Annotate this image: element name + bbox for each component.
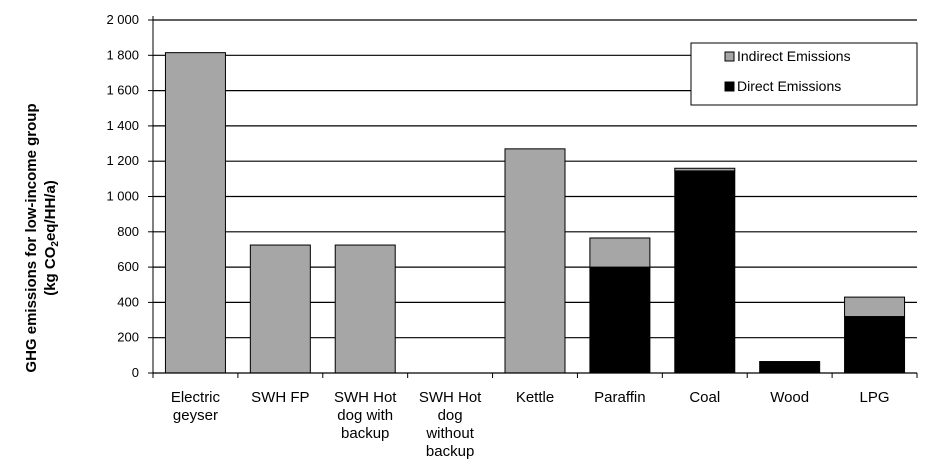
legend-label: Indirect Emissions: [737, 48, 851, 64]
legend-swatch: [724, 51, 735, 62]
axes: [152, 16, 918, 378]
bar-indirect-emissions: [504, 148, 566, 374]
y-tick-labels: 0 200 400 600 800 1 000 1 200 1 400 1 600 1 800 2 …: [106, 12, 153, 380]
y-tick-label: 600: [117, 259, 139, 274]
x-category-label: SWH FP: [251, 389, 309, 406]
legend: Indirect Emissions Direct Emissions: [690, 42, 918, 106]
legend-swatch: [724, 81, 735, 92]
y-axis-label-line2: (kg CO2eq/HH/a): [42, 180, 61, 296]
x-category-label: Electric geyser: [171, 389, 221, 424]
x-category-label: Coal: [689, 389, 720, 406]
y-tick-label: 1 000: [106, 189, 139, 204]
bar-direct-emissions: [674, 170, 736, 374]
bar-direct-emissions: [844, 316, 906, 374]
x-category-label: LPG: [860, 389, 890, 406]
y-tick-label: 1 800: [106, 47, 139, 62]
bar-indirect-emissions: [164, 52, 226, 374]
bar-direct-emissions: [589, 266, 651, 374]
bar-indirect-emissions: [334, 244, 396, 374]
bar-indirect-emissions: [674, 167, 736, 172]
bar-indirect-emissions: [844, 296, 906, 318]
y-tick-label: 2 000: [106, 12, 139, 27]
x-category-label: SWH Hot dog without backup: [419, 389, 482, 460]
y-axis-label-unit-suffix: eq/HH/a): [42, 180, 59, 241]
bar-indirect-emissions: [249, 244, 311, 374]
y-tick-label: 1 400: [106, 118, 139, 133]
x-category-label: SWH Hot dog with backup: [334, 389, 397, 442]
y-tick-label: 400: [117, 294, 139, 309]
y-tick-label: 0: [132, 365, 139, 380]
x-category-label: Kettle: [516, 389, 554, 406]
x-category-labels: Electric geyser SWH FP SWH Hot dog with backu…: [171, 389, 890, 460]
y-axis-label-line1: GHG emissions for low-income group: [23, 103, 40, 372]
x-category-label: Wood: [770, 389, 809, 406]
x-category-label: Paraffin: [594, 389, 645, 406]
y-tick-label: 1 200: [106, 153, 139, 168]
y-tick-label: 800: [117, 224, 139, 239]
y-tick-label: 200: [117, 330, 139, 345]
y-axis-label-unit-prefix: (kg CO: [42, 246, 59, 296]
bar-indirect-emissions: [589, 237, 651, 268]
y-tick-label: 1 600: [106, 83, 139, 98]
legend-label: Direct Emissions: [737, 78, 841, 94]
y-axis-label-unit-subscript: 2: [50, 241, 61, 247]
bar-direct-emissions: [759, 361, 821, 374]
